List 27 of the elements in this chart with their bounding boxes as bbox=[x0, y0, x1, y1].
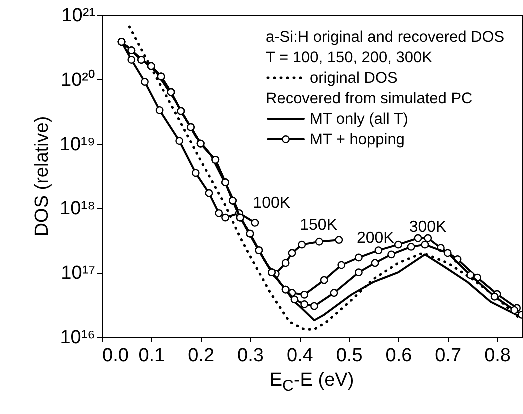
y-tick-label: 10²¹ bbox=[62, 6, 96, 26]
annotation: 150K bbox=[300, 216, 338, 234]
y-tick-label: 10¹⁹ bbox=[60, 134, 96, 156]
legend-label: original DOS bbox=[310, 70, 398, 87]
y-tick-label: 10¹⁷ bbox=[61, 263, 96, 284]
x-tick-label: 0.1 bbox=[138, 346, 166, 366]
annotation: 100K bbox=[253, 194, 291, 212]
annotation: T = 100, 150, 200, 300K bbox=[266, 50, 434, 66]
y-tick-label: 10²⁰ bbox=[61, 68, 96, 91]
x-tick-label: 0.7 bbox=[435, 346, 462, 366]
y-tick-label: 10¹⁸ bbox=[60, 198, 96, 220]
x-tick-label: 0.0 bbox=[102, 346, 129, 366]
x-tick-label: 0.6 bbox=[386, 346, 412, 366]
x-axis-title: E$_{C}$-E (eV) bbox=[268, 370, 356, 396]
x-tick-label: 0.4 bbox=[286, 346, 314, 366]
annotation: 300K bbox=[409, 218, 448, 236]
legend-label: MT + hopping bbox=[310, 132, 405, 148]
annotation: 200K bbox=[356, 230, 395, 247]
annotation: Recovered from simulated PC bbox=[266, 90, 473, 108]
x-tick-label: 0.5 bbox=[336, 346, 363, 366]
x-tick-label: 0.2 bbox=[188, 346, 215, 366]
y-tick-label: 10¹⁶ bbox=[60, 328, 96, 348]
legend-label: MT only (all T) bbox=[310, 111, 408, 128]
annotation: a-Si:H original and recovered DOS bbox=[266, 29, 505, 46]
x-tick-label: 0.3 bbox=[238, 346, 264, 366]
y-axis-title: DOS (relative) bbox=[32, 116, 53, 237]
x-tick-label: 0.8 bbox=[484, 346, 512, 366]
